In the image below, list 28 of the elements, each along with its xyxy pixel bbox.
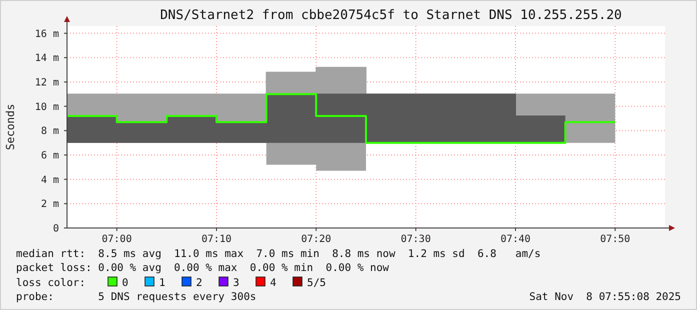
y-tick-label: 0 [52, 224, 59, 234]
legend-label: 4 [270, 277, 276, 289]
legend-label: 1 [159, 277, 166, 289]
legend-title: loss color: [16, 277, 86, 289]
y-tick-label: 6 m [40, 150, 59, 162]
y-tick-label: 16 m [34, 28, 59, 40]
text: packet loss: 0.00 % avg 0.00 % max 0.00 % min 0.00 % now [16, 262, 390, 274]
y-tick-label: 4 m [40, 174, 59, 186]
x-tick-label: 07:20 [301, 234, 332, 245]
legend-label: 5/5 [307, 277, 326, 289]
legend-label: 0 [122, 277, 128, 289]
y-tick-label: 8 m [40, 126, 59, 138]
text: probe: 5 DNS requests every 300s [16, 291, 256, 303]
text: median rtt: 8.5 ms avg 11.0 ms max 7.0 ms min 8.8 ms now 1.2 ms sd 6.8 am/s [16, 248, 541, 260]
x-tick-label: 07:40 [500, 234, 531, 245]
x-tick-label: 07:10 [201, 234, 232, 245]
y-axis-title: Seconds [4, 104, 17, 150]
x-tick-label: 07:50 [600, 234, 630, 245]
y-tick-label: 12 m [34, 77, 59, 88]
chart-title: DNS/Starnet2 from cbbe20754c5f to Starnet DNS 10.255.255.20 [160, 8, 622, 23]
x-tick-label: 07:00 [102, 234, 132, 245]
legend-label: 2 [196, 277, 202, 289]
text: Sat Nov 8 07:55:08 2025 [529, 291, 681, 303]
y-tick-label: 10 m [34, 102, 59, 113]
legend-label: 3 [233, 277, 240, 289]
y-tick-label: 2 m [40, 199, 59, 210]
y-tick-label: 14 m [34, 53, 59, 64]
x-tick-label: 07:30 [400, 234, 431, 245]
